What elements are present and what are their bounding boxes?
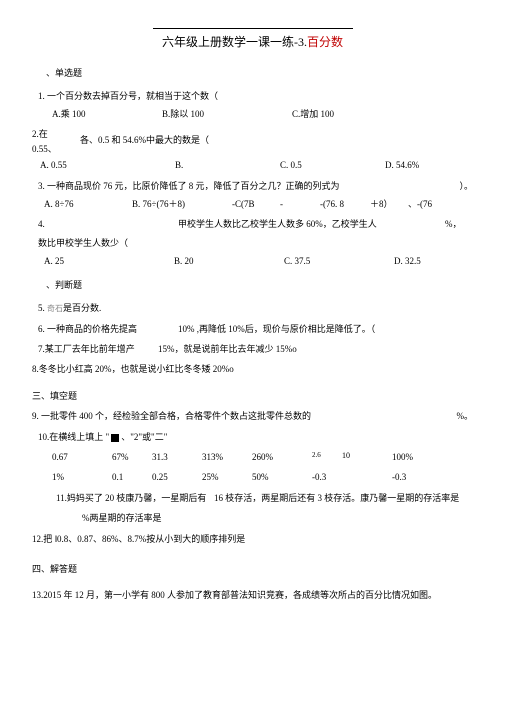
q7-a: 7.某工厂去年比前年增产 — [38, 342, 158, 356]
q4-pct: %， — [445, 217, 473, 231]
q3-opt-c: -C(7B — [232, 197, 280, 211]
q2-opt-a: A. 0.55 — [40, 158, 175, 172]
q7-b: 15%，就是说前年比去年减少 15%o — [158, 342, 297, 356]
title-suffix: -3. — [294, 35, 307, 49]
q4-line2: 数比甲校学生人数少（ — [38, 236, 473, 250]
q3-opt-b: B. 76÷(76＋8) — [132, 197, 232, 211]
q4-opt-c: C. 37.5 — [284, 254, 394, 268]
r1-c: 31.3 — [152, 450, 202, 464]
r2-b: 0.1 — [112, 470, 152, 484]
q2-opt-c: C. 0.5 — [280, 158, 385, 172]
question-10: 10.在横线上填上 " 、"2"或"二" — [38, 430, 473, 444]
q5-gray: 奇石 — [47, 304, 63, 313]
q2-mid: 各、0.5 和 54.6%中最大的数是（ — [80, 127, 209, 156]
q1-options: A.乘 100 B.除以 100 C.增加 100 — [52, 107, 473, 121]
r1-d: 313% — [202, 450, 252, 464]
title-prefix: 六年级上册数学一课一练 — [162, 35, 294, 49]
q6-a: 6. 一种商品的价格先提高 — [38, 322, 178, 336]
q1-opt-c: C.增加 100 — [292, 107, 334, 121]
q10-row2: 1% 0.1 0.25 25% 50% -0.3 -0.3 — [52, 470, 473, 484]
q10-a: 10.在横线上填上 " — [38, 432, 109, 442]
q11-a: 11.妈妈买了 20 枝康乃馨，一星期后有 — [56, 491, 214, 505]
q4-text: 甲校学生人数比乙校学生人数多 60%，乙校学生人 — [178, 217, 445, 231]
r1-a: 0.67 — [52, 450, 112, 464]
title-rule — [153, 28, 353, 29]
q10-row1: 0.67 67% 31.3 313% 260% 2.6 10 100% — [52, 450, 473, 464]
question-1: 1. 一个百分数去掉百分号，就相当于这个数（ — [38, 89, 473, 103]
question-11: 11.妈妈买了 20 枝康乃馨，一星期后有 16 枝存活，两星期后还有 3 枝存… — [56, 491, 473, 505]
question-9: 9. 一批零件 400 个，经检验全部合格，合格零件个数占这批零件总数的 %。 — [32, 409, 473, 423]
section-1-label: 、单选题 — [46, 66, 473, 80]
q2-options: A. 0.55 B. C. 0.5 D. 54.6% — [40, 158, 473, 172]
q4-opt-a: A. 25 — [44, 254, 174, 268]
q3-opt-d: - — [280, 197, 320, 211]
q5-num: 5. — [38, 303, 45, 313]
r2-f: -0.3 — [312, 470, 392, 484]
q4-num: 4. — [38, 217, 178, 231]
question-3: 3. 一种商品现价 76 元，比原价降低了 8 元，降低了百分之几？正确的列式为… — [38, 179, 473, 193]
r2-d: 25% — [202, 470, 252, 484]
question-5: 5. 奇石是百分数. — [38, 301, 473, 316]
question-6: 6. 一种商品的价格先提高 10% ,再降低 10%后，现价与原价相比是降低了。… — [38, 322, 473, 336]
q3-text: 3. 一种商品现价 76 元，比原价降低了 8 元，降低了百分之几？正确的列式为 — [38, 179, 433, 193]
q4-opt-d: D. 32.5 — [394, 254, 421, 268]
section-2-label: 、判断题 — [46, 278, 473, 292]
question-8: 8.冬冬比小红高 20%，也就是说小红比冬冬矮 20%o — [32, 362, 473, 376]
square-icon — [111, 434, 119, 442]
q4-opt-b: B. 20 — [174, 254, 284, 268]
question-7: 7.某工厂去年比前年增产 15%，就是说前年比去年减少 15%o — [38, 342, 473, 356]
q11-line2: %两星期的存活率是 — [82, 511, 473, 525]
q9-end: %。 — [433, 409, 473, 423]
q3-end: ）。 — [433, 179, 473, 193]
r1-e: 260% — [252, 450, 312, 464]
r2-g: -0.3 — [392, 470, 406, 484]
q1-opt-a: A.乘 100 — [52, 107, 162, 121]
question-4: 4. 甲校学生人数比乙校学生人数多 60%，乙校学生人 %， — [38, 217, 473, 231]
q2-opt-d: D. 54.6% — [385, 158, 419, 172]
r2-c: 0.25 — [152, 470, 202, 484]
question-2: 2.在 0.55、 各、0.5 和 54.6%中最大的数是（ — [32, 127, 473, 156]
q3-opt-g: 、-(76 — [408, 197, 432, 211]
r2-e: 50% — [252, 470, 312, 484]
r1-b: 67% — [112, 450, 152, 464]
r2-a: 1% — [52, 470, 112, 484]
section-3-label: 三、填空题 — [32, 389, 473, 403]
page-title: 六年级上册数学一课一练-3.百分数 — [32, 33, 473, 52]
r1-g: 10 — [342, 450, 392, 464]
q2-sub: 0.55、 — [32, 142, 80, 156]
q5-text: 是百分数. — [63, 303, 101, 313]
r1-f: 2.6 — [312, 450, 342, 464]
r1-h: 100% — [392, 450, 413, 464]
q3-opt-a: A. 8÷76 — [44, 197, 132, 211]
q10-mid: 、"2"或"二" — [121, 432, 167, 442]
q3-opt-e: -(76. 8 — [320, 197, 370, 211]
title-red: 百分数 — [307, 35, 343, 49]
q3-opt-f: ＋8） — [370, 197, 408, 211]
q3-options: A. 8÷76 B. 76÷(76＋8) -C(7B - -(76. 8 ＋8）… — [44, 197, 473, 211]
q1-opt-b: B.除以 100 — [162, 107, 292, 121]
q11-b: 16 枝存活，两星期后还有 3 枝存活。康乃馨一星期的存活率是 — [214, 491, 459, 505]
question-13: 13.2015 年 12 月，第一小学有 800 人参加了教育部普法知识竞赛，各… — [32, 588, 473, 602]
q2-opt-b: B. — [175, 158, 280, 172]
q6-b: 10% ,再降低 10%后，现价与原价相比是降低了。（ — [178, 322, 375, 336]
q9-text: 9. 一批零件 400 个，经检验全部合格，合格零件个数占这批零件总数的 — [32, 409, 433, 423]
q4-options: A. 25 B. 20 C. 37.5 D. 32.5 — [44, 254, 473, 268]
section-4-label: 四、解答题 — [32, 562, 473, 576]
question-12: 12.把 ‖0.8、0.87、86%、8.7%按从小到大的顺序排列是 — [32, 532, 473, 546]
q2-pre: 2.在 — [32, 127, 80, 141]
